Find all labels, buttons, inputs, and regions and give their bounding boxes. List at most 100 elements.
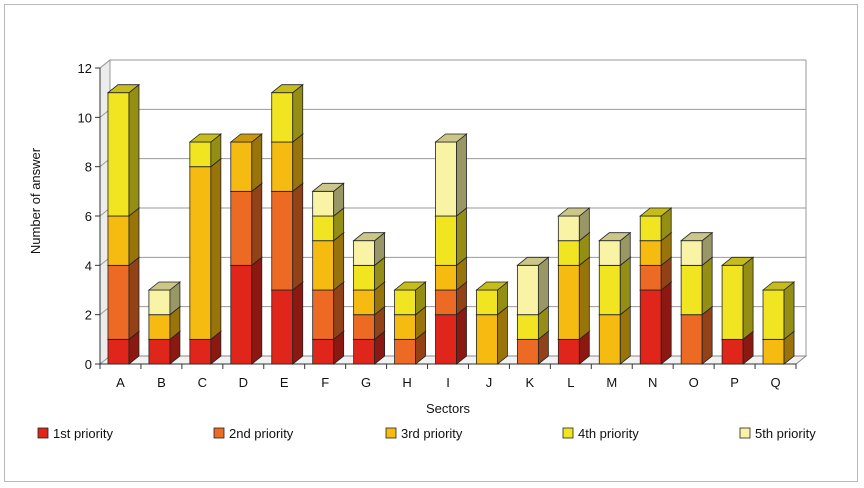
bar-segment [516,256,550,316]
legend-swatch [213,427,225,439]
bar-front [680,314,703,365]
bar-segment [598,256,632,316]
bar-side [619,256,631,316]
bar-segment [270,83,304,143]
x-tick-label: P [730,375,739,390]
bar-front [107,338,130,365]
bar-top [352,232,386,242]
bar-top [229,133,263,143]
bar-side [128,207,140,267]
bar-stack-O [680,231,714,365]
bar-segment [188,157,222,341]
legend-item: 2nd priority [213,426,294,441]
bar-side [251,256,263,365]
bar-front [680,264,703,316]
bar-segment [311,231,345,291]
bar-top [680,232,714,242]
bar-segment [270,281,304,365]
bar-front [762,289,785,340]
x-tick-label: C [198,375,207,390]
bar-side [292,182,304,291]
bar-segment [475,305,509,365]
bar-top [393,281,427,291]
y-tick-label: 6 [85,209,92,224]
bar-side [660,281,672,365]
bar-segment [393,281,427,316]
bar-front [598,240,621,266]
bar-stack-I [434,133,468,365]
bar-front [353,264,376,291]
x-tick-label: D [239,375,248,390]
bar-side [497,305,508,365]
bar-top [311,182,345,192]
bar-side [251,182,263,267]
bar-side [128,256,140,341]
x-tick-label: A [116,375,125,390]
bar-side [742,256,754,341]
bar-side [128,83,140,217]
bar-stack-L [557,207,591,365]
bar-segment [680,231,714,267]
bar-top [557,207,591,217]
bar-front [312,338,335,365]
x-tick-label: O [689,375,699,390]
bar-front [230,190,253,266]
bar-front [435,289,457,316]
bar-top [188,133,222,143]
bar-segment [188,133,222,168]
bar-side [701,305,713,365]
y-tick-label: 0 [85,357,92,372]
legend-label: 2nd priority [229,426,294,441]
bar-segment [229,182,263,267]
x-axis-title: Sectors [426,401,471,416]
bar-front [353,314,376,340]
bar-front [435,141,457,217]
bar-front [394,338,416,365]
bar-stack-B [147,281,182,365]
bar-side [292,281,304,365]
bar-front [230,141,253,192]
bar-front [557,264,580,340]
bar-stack-P [720,256,755,365]
bar-front [312,240,335,291]
bar-stack-F [311,182,345,365]
bar-side [251,133,263,193]
bar-side [456,133,467,217]
bar-side [537,256,549,316]
bar-top [147,281,182,291]
bar-side [333,281,345,341]
bar-front [557,240,580,266]
bar-front [598,264,621,316]
bar-segment [680,305,714,365]
bar-segment [557,256,591,341]
bar-segment [475,281,509,316]
bar-side [292,133,304,193]
bar-front [476,289,498,316]
bars [106,83,796,365]
bar-segment [106,207,141,267]
bar-front [189,141,212,168]
bar-stack-D [229,133,263,365]
bar-front [557,338,580,365]
bar-front [557,215,580,242]
bar-front [435,264,457,291]
bar-top [106,84,141,94]
bar-side [292,83,304,143]
bar-segment [434,133,468,217]
bar-segment [311,281,345,341]
legend-item: 3rd priority [385,426,463,441]
bar-front [271,92,294,143]
bar-stack-C [188,133,222,365]
bar-front [312,215,335,242]
bar-stack-Q [761,281,796,365]
bar-top [434,133,468,143]
x-tick-label: I [446,375,450,390]
bar-stack-E [270,83,304,365]
gridline [99,59,806,69]
x-tick-label: N [648,375,657,390]
bar-segment [270,182,304,291]
x-tick-label: Q [770,375,780,390]
bar-stack-N [639,207,673,365]
legend-item: 4th priority [562,426,639,441]
